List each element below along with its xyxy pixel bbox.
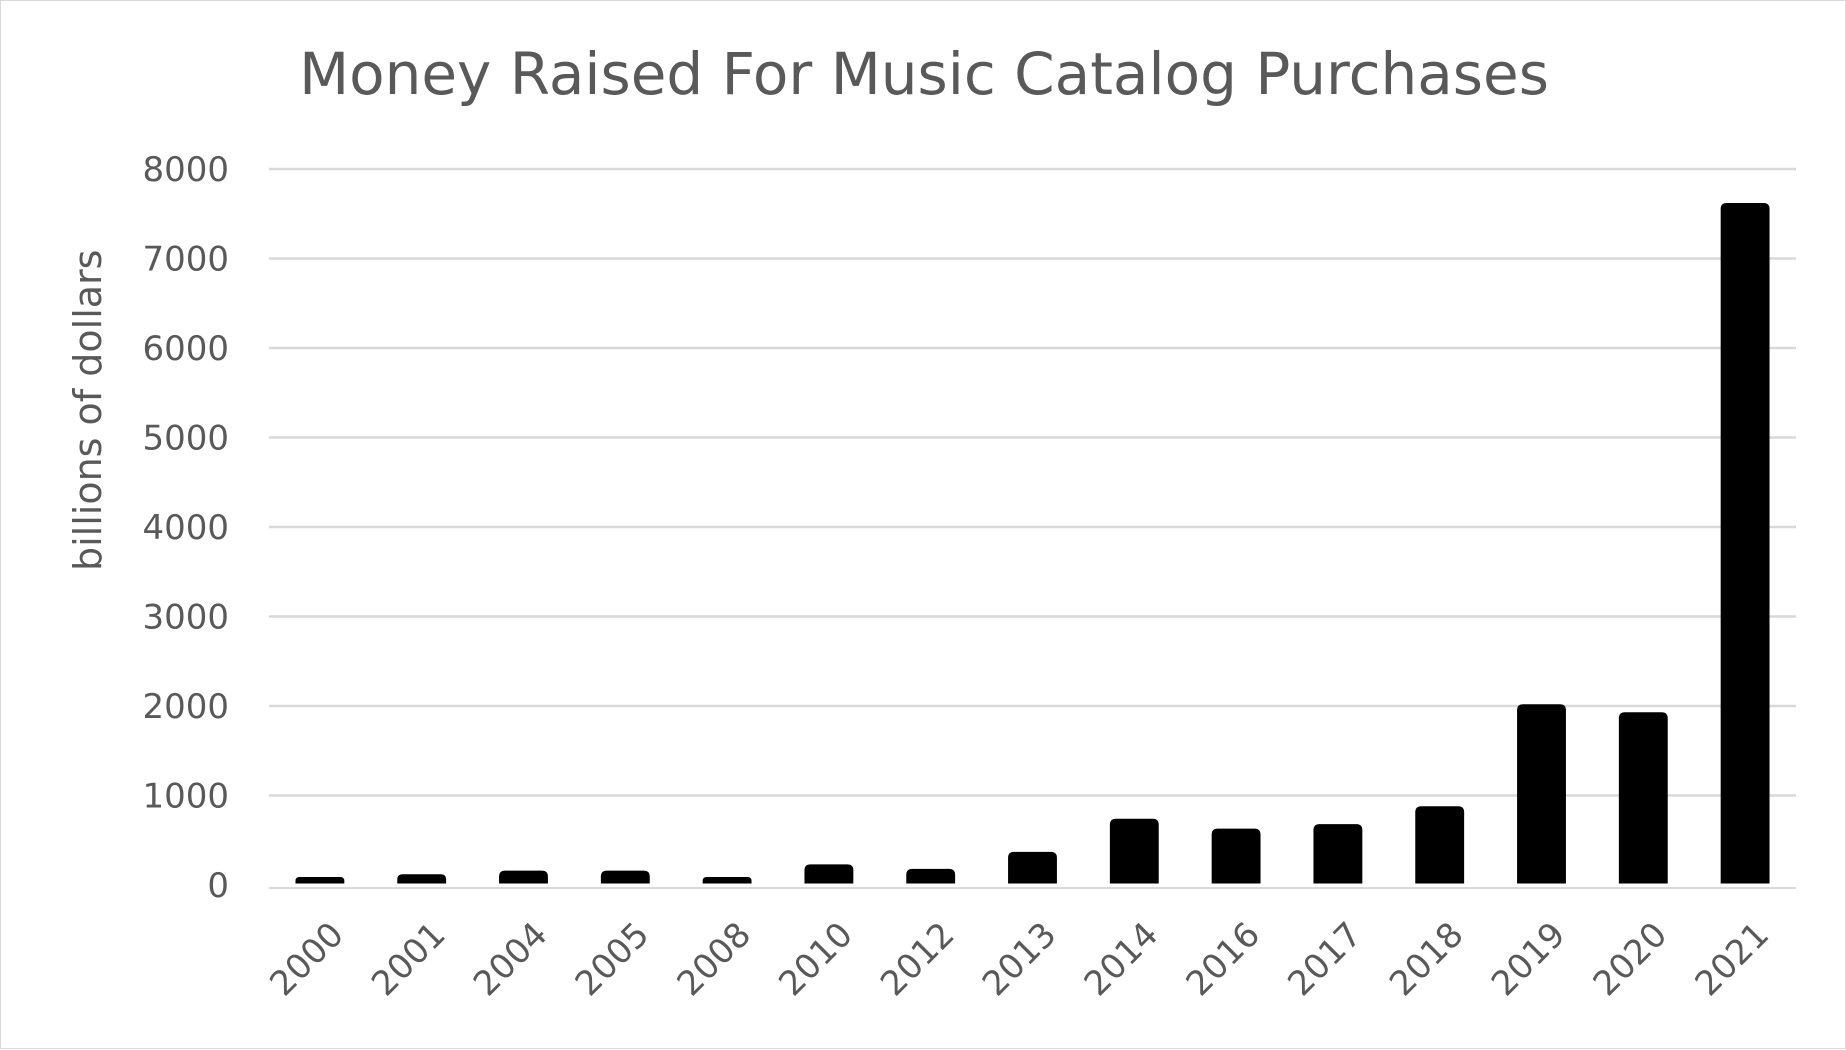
bars [269,203,1796,889]
bar-2008 [702,876,752,885]
x-tick-label: 2008 [670,915,759,1004]
x-tick-label: 2021 [1688,915,1777,1004]
y-tick-label: 2000 [142,687,229,727]
bar-2012 [906,868,956,885]
chart-title: Money Raised For Music Catalog Purchases [299,40,1549,108]
bar-2019 [1517,704,1566,885]
x-tick-label: 2004 [466,915,555,1004]
bar-2020 [1618,712,1668,885]
x-tick-label: 2001 [364,915,453,1004]
x-tick-label: 2019 [1484,915,1573,1004]
x-tick-label: 2017 [1280,915,1369,1004]
bar-2001 [397,874,447,885]
x-tick-label: 2013 [975,915,1064,1004]
bar-2017 [1313,824,1363,885]
bar-2013 [1008,851,1057,885]
y-tick-label: 7000 [142,240,229,280]
y-axis-ticks: 0 1000 2000 3000 4000 5000 6000 7000 8000 [142,150,229,906]
x-tick-label: 2020 [1586,915,1675,1004]
bar-2000 [295,876,345,885]
bar-2018 [1415,806,1465,885]
x-tick-label: 2016 [1179,915,1268,1004]
x-tick-label: 2014 [1077,915,1166,1004]
x-tick-label: 2010 [771,915,860,1004]
bar-2010 [804,864,854,885]
y-axis-label: billions of dollars [66,250,110,571]
x-tick-label: 2018 [1382,915,1471,1004]
y-tick-label: 4000 [142,508,229,548]
y-tick-label: 0 [207,866,229,906]
y-tick-label: 5000 [142,419,229,459]
bar-2014 [1109,818,1159,885]
x-tick-label: 2000 [262,915,351,1004]
y-tick-label: 1000 [142,777,229,817]
gridlines [269,167,1796,887]
x-tick-label: 2005 [568,915,657,1004]
x-tick-label: 2012 [873,915,962,1004]
bar-2005 [600,870,650,885]
x-axis-ticks: 2000 2001 2004 2005 2008 2010 2012 2013 2014 2016… [262,915,1777,1004]
y-tick-label: 3000 [142,598,229,638]
y-tick-label: 6000 [142,329,229,369]
bar-2021 [1720,203,1770,885]
bar-2016 [1211,828,1261,885]
y-tick-label: 8000 [142,150,229,190]
bar-2004 [499,870,548,885]
